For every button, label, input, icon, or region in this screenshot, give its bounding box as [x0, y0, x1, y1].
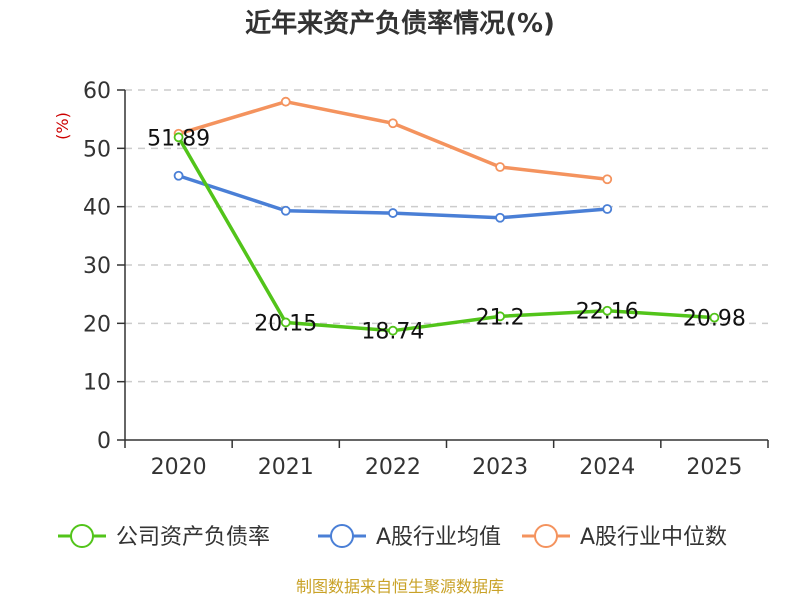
y-tick-label: 10: [83, 371, 111, 396]
legend: 公司资产负债率 A股行业均值 A股行业中位数: [58, 524, 727, 550]
data-point: [602, 305, 613, 316]
grid: [125, 89, 768, 383]
data-point: [602, 174, 613, 185]
chart-title: 近年来资产负债率情况(%): [245, 8, 555, 39]
data-label: 18.74: [361, 320, 424, 345]
y-tick-label: 0: [97, 429, 111, 454]
axes: 0 10 20 30 40 50 60 2020 2021 2022 2023 2024 2025: [83, 79, 769, 480]
legend-label: A股行业中位数: [580, 525, 727, 550]
x-tick-label: 2023: [472, 455, 528, 480]
data-point: [388, 208, 398, 218]
x-tick-label: 2024: [579, 455, 635, 480]
data-label: 21.2: [476, 305, 525, 330]
y-axis-unit: (%): [53, 112, 72, 140]
legend-label: A股行业均值: [376, 525, 501, 550]
y-tick-label: 30: [83, 254, 111, 279]
data-point: [388, 325, 398, 336]
data-point: [495, 311, 505, 322]
data-point: [495, 162, 505, 172]
data-point: [280, 317, 291, 328]
data-point: [280, 205, 291, 216]
y-tick-label: 20: [83, 312, 111, 337]
data-label: 51.89: [147, 126, 210, 151]
legend-label: 公司资产负债率: [116, 525, 270, 550]
legend-swatch-marker: [70, 524, 94, 548]
data-point: [495, 212, 505, 223]
data-label: 20.15: [254, 311, 317, 336]
series-line-2: [178, 99, 608, 181]
x-tick-label: 2020: [151, 455, 207, 480]
x-tick-label: 2021: [258, 455, 314, 480]
data-point: [709, 312, 720, 323]
y-tick-label: 60: [83, 79, 111, 104]
legend-item-0[interactable]: 公司资产负债率: [58, 524, 270, 550]
data-point: [388, 118, 398, 129]
series-lines: [173, 96, 720, 336]
legend-item-1[interactable]: A股行业均值: [318, 524, 501, 550]
data-point: [173, 132, 184, 143]
y-tick-label: 50: [83, 137, 111, 162]
y-tick-label: 40: [83, 196, 111, 221]
data-point: [280, 96, 291, 107]
x-tick-label: 2022: [365, 455, 421, 480]
series-line-0: [177, 136, 715, 333]
legend-swatch-marker: [534, 524, 558, 548]
data-label: 20.98: [683, 307, 746, 332]
data-point: [173, 170, 184, 181]
legend-item-2[interactable]: A股行业中位数: [522, 524, 727, 550]
data-labels: 51.89 20.15 18.74 21.2 22.16 20.98: [147, 126, 746, 344]
data-point: [602, 204, 613, 214]
source-note: 制图数据来自恒生聚源数据库: [296, 577, 504, 596]
x-tick-label: 2025: [686, 455, 742, 480]
legend-swatch-marker: [330, 524, 354, 548]
data-label: 22.16: [576, 300, 639, 325]
